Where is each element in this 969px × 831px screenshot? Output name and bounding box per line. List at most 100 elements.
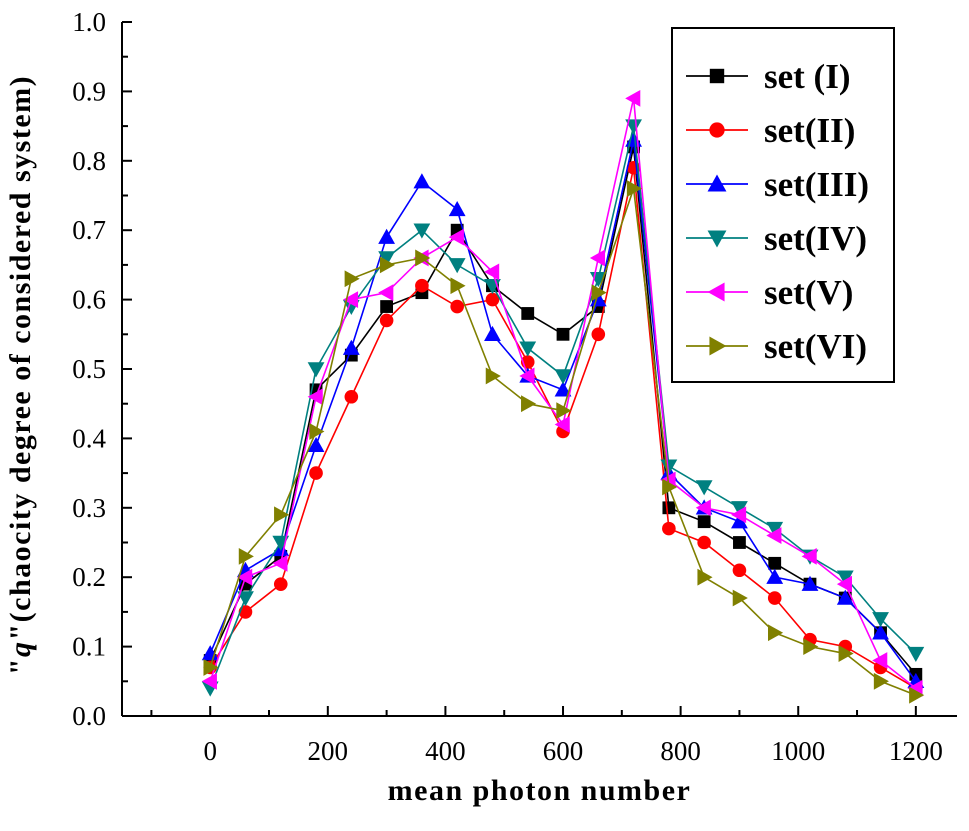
data-point	[836, 575, 852, 593]
legend-label: set(III)	[764, 165, 869, 204]
data-point	[556, 402, 572, 420]
y-tick-label: 1.0	[72, 7, 106, 37]
y-axis-title: "q"(chaocity degree of considered system…	[4, 75, 37, 675]
legend-label: set(IV)	[764, 219, 867, 258]
data-point	[695, 480, 713, 496]
data-point	[450, 299, 464, 314]
data-point	[697, 535, 711, 550]
data-point	[766, 568, 784, 584]
legend-entry: set(IV)	[686, 219, 867, 258]
legend-marker	[709, 68, 725, 84]
legend: set (I) set(II) set(III) set(IV) set(V) set(V…	[671, 27, 895, 383]
data-point	[695, 499, 711, 517]
x-tick-label: 800	[660, 736, 701, 766]
data-point	[272, 554, 288, 572]
data-point	[272, 535, 290, 551]
data-point	[872, 624, 889, 640]
x-tick-label: 1000	[771, 736, 825, 766]
data-point	[415, 249, 431, 267]
data-point	[448, 258, 466, 274]
y-tick-label: 0.9	[72, 76, 106, 106]
data-point	[342, 339, 360, 355]
data-point	[732, 589, 748, 607]
data-point	[733, 536, 746, 549]
data-point	[731, 501, 748, 517]
data-point	[873, 672, 889, 690]
y-tick-label: 0.6	[72, 285, 106, 315]
data-point	[309, 423, 325, 440]
data-point	[731, 506, 747, 524]
y-axis-title-quote: "	[4, 657, 37, 675]
legend-entry: set(V)	[686, 273, 853, 312]
y-tick-label: 0.2	[72, 562, 106, 592]
data-point	[380, 300, 394, 313]
data-point	[697, 515, 711, 529]
data-point	[521, 395, 537, 413]
data-point	[519, 367, 535, 385]
data-point	[556, 327, 570, 341]
data-point	[238, 547, 254, 565]
legend-label: set(V)	[764, 273, 853, 312]
data-point	[662, 521, 676, 536]
data-point	[485, 292, 500, 307]
data-point	[344, 389, 359, 404]
data-point	[485, 367, 501, 385]
data-point	[591, 284, 607, 302]
legend-marker	[707, 230, 727, 248]
y-axis-ticks: 0.0 0.1 0.2 0.3 0.4 0.5 0.6 0.7 0.8 0.9 1.0	[72, 7, 132, 731]
data-point	[768, 556, 782, 570]
data-point	[521, 307, 535, 320]
data-point	[803, 638, 819, 655]
data-point	[660, 459, 678, 475]
data-point	[237, 568, 253, 586]
y-tick-label: 0.7	[72, 215, 106, 245]
data-point	[450, 277, 466, 295]
data-point	[342, 291, 359, 308]
data-point	[626, 180, 642, 197]
data-point	[309, 466, 323, 480]
data-point	[625, 119, 642, 135]
legend-box	[671, 27, 895, 383]
x-tick-label: 0	[203, 736, 217, 766]
data-point	[872, 612, 889, 628]
series-6	[203, 180, 925, 704]
x-tick-label: 200	[308, 736, 349, 766]
legend-marker	[707, 282, 725, 302]
data-point	[801, 547, 817, 565]
data-point	[307, 388, 323, 406]
y-tick-label: 0.5	[72, 354, 106, 384]
data-point	[378, 251, 396, 267]
x-axis-ticks: 0 200 400 600 800 1000 1200	[150, 706, 943, 766]
y-tick-label: 0.3	[72, 493, 106, 523]
x-tick-label: 400	[425, 736, 466, 766]
data-point	[766, 521, 784, 538]
data-point	[907, 646, 925, 662]
legend-entries: set (I) set(II) set(III) set(IV) set(V) set(V…	[686, 57, 869, 366]
legend-entry: set(II)	[686, 111, 855, 150]
legend-entry: set(VI)	[686, 327, 867, 366]
legend-entry: set (I)	[686, 57, 851, 96]
data-point	[909, 686, 925, 704]
legend-marker	[707, 174, 727, 192]
data-point	[836, 570, 854, 586]
y-tick-label: 0.4	[72, 423, 106, 453]
data-point	[731, 513, 748, 529]
data-point	[554, 369, 572, 385]
y-tick-label: 0.1	[72, 632, 106, 662]
data-point	[732, 563, 747, 578]
data-point	[203, 659, 219, 676]
data-point	[379, 313, 394, 328]
data-point	[415, 278, 429, 293]
data-point	[484, 325, 501, 342]
legend-label: set (I)	[764, 57, 851, 96]
x-tick-label: 600	[543, 736, 584, 766]
data-point	[662, 501, 676, 515]
data-point	[519, 341, 537, 357]
y-tick-label: 0.0	[72, 701, 106, 731]
data-point	[379, 256, 396, 274]
data-point	[838, 645, 854, 662]
data-point	[237, 591, 254, 607]
data-point	[448, 228, 464, 246]
data-point	[307, 436, 325, 453]
data-point	[589, 291, 607, 307]
